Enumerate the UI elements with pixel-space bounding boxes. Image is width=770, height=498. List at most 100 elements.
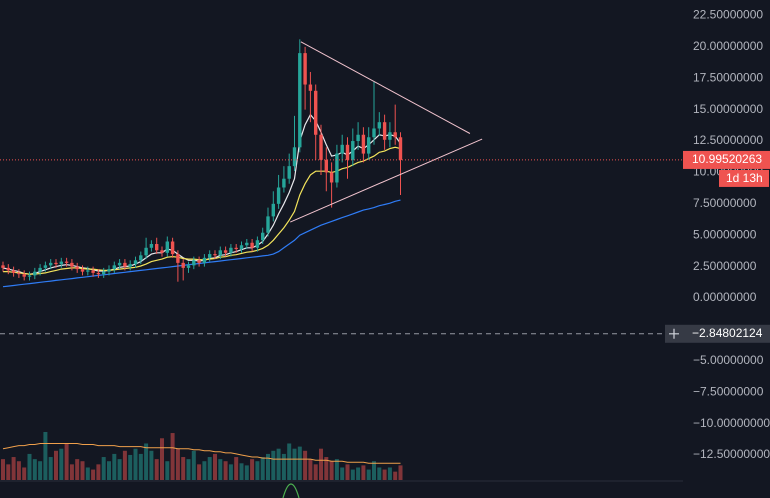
- crosshair-label: −2.84802124: [692, 326, 763, 340]
- volume-bar: [334, 459, 339, 480]
- volume-bar: [91, 469, 96, 480]
- volume-bar: [22, 467, 27, 480]
- moving-average: [2, 199, 401, 288]
- candle-body: [223, 250, 228, 253]
- volume-bar: [48, 457, 53, 480]
- candle-body: [308, 84, 313, 91]
- candle-body: [54, 262, 58, 265]
- candle-body: [128, 264, 132, 267]
- volume-bar: [377, 467, 382, 480]
- candle-body: [117, 262, 122, 266]
- candle-body: [91, 270, 95, 273]
- candle-body: [271, 203, 275, 217]
- candle-body: [398, 137, 403, 160]
- volume-bar: [356, 467, 361, 480]
- volume-bar: [324, 457, 329, 480]
- volume-bar: [313, 464, 318, 480]
- candle-body: [70, 262, 74, 267]
- candle-body: [139, 255, 143, 261]
- candle-body: [27, 275, 32, 277]
- volume-bar: [361, 465, 366, 480]
- candle-body: [239, 245, 244, 250]
- volume-bar: [43, 432, 48, 480]
- candle-body: [234, 247, 238, 250]
- candle-body: [372, 128, 376, 138]
- candle-body: [133, 260, 138, 265]
- candle-body: [382, 122, 387, 140]
- candle-body: [255, 240, 260, 248]
- volume-bar: [1, 459, 5, 480]
- volume-bar: [303, 450, 308, 480]
- candle-body: [22, 274, 26, 277]
- candle-body: [335, 153, 339, 183]
- candle-body: [165, 241, 169, 253]
- y-tick-label: 12.50000000: [693, 133, 763, 147]
- candle-body: [351, 141, 355, 160]
- y-tick-label: 2.50000000: [693, 259, 757, 273]
- volume-bar: [175, 448, 180, 480]
- volume-bar: [138, 453, 143, 480]
- candle-body: [1, 265, 5, 268]
- volume-bar: [107, 461, 111, 480]
- candle-body: [329, 172, 334, 183]
- volume-bar: [197, 464, 202, 480]
- y-tick-label: 15.00000000: [693, 102, 763, 116]
- volume-bar: [276, 448, 281, 480]
- volume-bar: [149, 450, 154, 480]
- volume-bar: [186, 459, 191, 480]
- candle-body: [266, 216, 270, 233]
- candle-body: [245, 242, 249, 246]
- volume-bar: [372, 461, 376, 480]
- price-label: 10.99520263: [692, 152, 762, 166]
- y-tick-label: 20.00000000: [693, 39, 763, 53]
- candle-body: [292, 147, 297, 167]
- volume-bar: [292, 448, 297, 480]
- candle-body: [186, 265, 191, 268]
- candle-body: [155, 244, 159, 251]
- y-tick-label: 5.00000000: [693, 227, 757, 241]
- y-tick-label: 17.50000000: [693, 70, 763, 84]
- volume-bar: [271, 450, 276, 480]
- volume-bar: [11, 457, 16, 480]
- volume-bar: [69, 464, 74, 480]
- candle-body: [17, 272, 21, 275]
- candle-body: [287, 166, 291, 179]
- candle-body: [197, 260, 201, 263]
- trendline: [300, 41, 471, 134]
- volume-bar: [202, 461, 207, 480]
- y-tick-label: −5.00000000: [693, 353, 764, 367]
- y-tick-label: −10.00000000: [693, 416, 770, 430]
- candle-body: [282, 178, 286, 188]
- volume-bar: [213, 453, 217, 480]
- candle-body: [96, 272, 101, 275]
- volume-bar: [144, 443, 149, 480]
- indicator-line: [282, 483, 300, 498]
- volume-bar: [308, 459, 313, 480]
- candle-body: [298, 53, 302, 148]
- candle-body: [319, 134, 323, 160]
- candle-body: [176, 254, 180, 263]
- volume-bar: [218, 459, 223, 480]
- volume-bar: [75, 459, 80, 480]
- candle-body: [123, 262, 127, 267]
- candle-body: [107, 269, 111, 272]
- volume-bar: [393, 471, 398, 480]
- candle-body: [11, 270, 16, 273]
- volume-bar: [101, 457, 106, 480]
- crosshair-plus: [669, 328, 679, 339]
- volume-bar: [117, 459, 122, 480]
- candle-body: [144, 247, 148, 256]
- candle-body: [303, 53, 307, 85]
- volume-bar: [366, 469, 371, 480]
- candle-body: [112, 265, 116, 270]
- volume-bar: [59, 448, 64, 480]
- candle-body: [33, 271, 37, 276]
- volume-bar: [122, 450, 127, 480]
- candle-body: [75, 266, 79, 270]
- candle-body: [192, 260, 196, 266]
- volume-bar: [128, 454, 133, 480]
- volume-bar: [281, 453, 286, 480]
- candle-body: [6, 267, 10, 271]
- moving-average: [2, 113, 401, 275]
